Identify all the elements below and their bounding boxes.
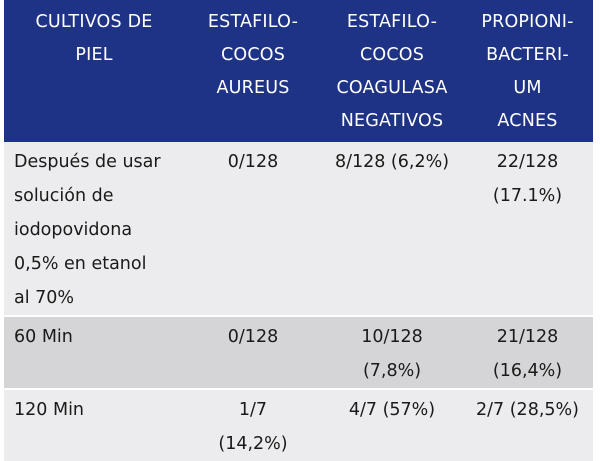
cell-line: 10/128: [361, 327, 423, 347]
cell-staph-coag-negative: 4/7 (57%): [322, 389, 462, 461]
row-label: 120 Min: [4, 389, 184, 461]
cultures-table: CULTIVOS DE PIEL ESTAFILO- COCOS AUREUS …: [4, 0, 593, 461]
row-label-line: 60 Min: [14, 327, 73, 347]
header-propionibacterium-acnes: PROPIONI- BACTERI- UM ACNES: [462, 0, 593, 142]
header-line: UM: [513, 78, 542, 98]
header-line: COCOS: [220, 45, 286, 65]
cell-line: 8/128 (6,2%): [334, 152, 450, 172]
table-row: 60 Min 0/128 10/128 (7,8%) 21/128 (16,4%…: [4, 316, 593, 390]
header-line: COCOS: [359, 45, 425, 65]
row-label-line: 0,5% en etanol: [14, 254, 147, 274]
data-table-container: CULTIVOS DE PIEL ESTAFILO- COCOS AUREUS …: [4, 0, 593, 461]
cell-line: 21/128: [496, 327, 559, 347]
header-staph-coag-negative: ESTAFILO- COCOS COAGULASA NEGATIVOS: [322, 0, 462, 142]
header-line: BACTERI-: [486, 45, 569, 65]
cell-line: (17.1%): [492, 186, 563, 206]
table-row: Después de usar solución de iodopovidona…: [4, 142, 593, 317]
header-skin-cultures: CULTIVOS DE PIEL: [4, 0, 184, 142]
cell-line: (14,2%): [218, 434, 288, 454]
header-line: COAGULASA: [336, 78, 448, 98]
cell-staph-aureus: 0/128: [184, 142, 322, 317]
cell-line: 22/128: [496, 152, 559, 172]
cell-line: 4/7 (57%): [348, 400, 436, 420]
header-line: AUREUS: [216, 78, 290, 98]
header-line: PIEL: [75, 45, 113, 65]
row-label-line: iodopovidona: [14, 220, 133, 240]
row-label: 60 Min: [4, 316, 184, 390]
cell-line: (16,4%): [492, 361, 563, 381]
row-label: Después de usar solución de iodopovidona…: [4, 142, 184, 317]
cell-staph-aureus: 1/7 (14,2%): [184, 389, 322, 461]
cell-staph-coag-negative: 10/128 (7,8%): [322, 316, 462, 390]
header-line: PROPIONI-: [481, 12, 574, 32]
header-line: ACNES: [497, 111, 558, 131]
cell-propionibacterium: 21/128 (16,4%): [462, 316, 593, 390]
cell-line: 0/128: [227, 327, 279, 347]
row-label-line: al 70%: [14, 288, 75, 308]
cell-line: 2/7 (28,5%): [476, 400, 579, 420]
header-line: ESTAFILO-: [346, 12, 438, 32]
header-line: NEGATIVOS: [340, 111, 444, 131]
table-row: 120 Min 1/7 (14,2%) 4/7 (57%) 2/7 (28,5%…: [4, 389, 593, 461]
row-label-line: solución de: [14, 186, 114, 206]
cell-line: 1/7: [238, 400, 268, 420]
row-label-line: Después de usar: [14, 152, 161, 172]
cell-staph-coag-negative: 8/128 (6,2%): [322, 142, 462, 317]
table-header-row: CULTIVOS DE PIEL ESTAFILO- COCOS AUREUS …: [4, 0, 593, 142]
header-staph-aureus: ESTAFILO- COCOS AUREUS: [184, 0, 322, 142]
row-label-line: 120 Min: [14, 400, 85, 420]
header-line: ESTAFILO-: [207, 12, 299, 32]
cell-line: (7,8%): [362, 361, 422, 381]
cell-line: 0/128: [227, 152, 279, 172]
header-line: CULTIVOS DE: [35, 12, 153, 32]
cell-propionibacterium: 22/128 (17.1%): [462, 142, 593, 317]
cell-propionibacterium: 2/7 (28,5%): [462, 389, 593, 461]
cell-staph-aureus: 0/128: [184, 316, 322, 390]
